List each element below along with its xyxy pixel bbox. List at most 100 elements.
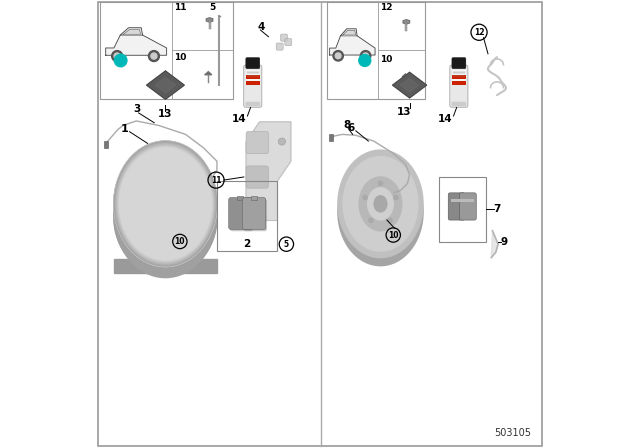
Polygon shape <box>340 29 357 36</box>
Circle shape <box>193 246 195 248</box>
Ellipse shape <box>151 186 180 221</box>
Text: 12: 12 <box>474 28 484 37</box>
Circle shape <box>363 53 369 59</box>
Circle shape <box>120 191 122 193</box>
Circle shape <box>174 151 176 152</box>
Circle shape <box>192 161 194 163</box>
Circle shape <box>130 237 132 238</box>
Ellipse shape <box>120 149 211 259</box>
Text: 13: 13 <box>158 109 173 119</box>
Circle shape <box>125 226 127 228</box>
Polygon shape <box>392 72 427 98</box>
Circle shape <box>120 203 122 205</box>
Circle shape <box>200 237 202 239</box>
Circle shape <box>176 223 179 226</box>
Circle shape <box>184 194 187 198</box>
Circle shape <box>205 227 207 229</box>
Circle shape <box>114 53 120 59</box>
Ellipse shape <box>114 141 217 267</box>
Circle shape <box>163 176 168 181</box>
Text: 11: 11 <box>211 176 221 185</box>
Circle shape <box>204 226 206 228</box>
Bar <box>462 199 474 202</box>
Ellipse shape <box>149 184 182 224</box>
Circle shape <box>129 168 131 170</box>
FancyBboxPatch shape <box>452 102 466 106</box>
Circle shape <box>184 153 186 155</box>
Text: 14: 14 <box>232 114 246 124</box>
Text: 9: 9 <box>500 237 508 247</box>
Circle shape <box>122 191 123 193</box>
Circle shape <box>129 237 131 239</box>
Text: 7: 7 <box>493 204 500 215</box>
Circle shape <box>175 221 180 227</box>
FancyBboxPatch shape <box>450 65 468 107</box>
Circle shape <box>359 55 371 66</box>
Circle shape <box>199 237 201 238</box>
Ellipse shape <box>343 156 418 251</box>
Circle shape <box>151 53 157 59</box>
Text: 2: 2 <box>244 239 251 249</box>
Bar <box>207 74 209 83</box>
Bar <box>246 81 260 85</box>
Bar <box>452 81 466 85</box>
Circle shape <box>184 154 186 156</box>
Ellipse shape <box>116 144 214 263</box>
Polygon shape <box>120 28 143 35</box>
FancyBboxPatch shape <box>246 57 260 69</box>
Circle shape <box>192 245 194 247</box>
Ellipse shape <box>359 177 402 231</box>
Circle shape <box>144 194 147 198</box>
Polygon shape <box>403 20 410 24</box>
Circle shape <box>164 149 166 151</box>
Text: 11: 11 <box>174 3 187 12</box>
Circle shape <box>200 168 202 170</box>
FancyBboxPatch shape <box>246 131 269 154</box>
Polygon shape <box>206 18 212 22</box>
Circle shape <box>193 160 195 162</box>
Circle shape <box>120 215 122 217</box>
Text: 13: 13 <box>397 107 412 117</box>
Circle shape <box>174 255 176 257</box>
Text: 14: 14 <box>438 114 452 124</box>
Polygon shape <box>124 30 141 34</box>
Circle shape <box>155 151 157 152</box>
Circle shape <box>333 51 343 61</box>
Circle shape <box>175 149 177 151</box>
Circle shape <box>145 153 147 155</box>
Circle shape <box>164 258 166 260</box>
Ellipse shape <box>338 158 423 266</box>
Circle shape <box>154 149 156 151</box>
Circle shape <box>182 194 188 199</box>
Ellipse shape <box>114 141 217 267</box>
FancyBboxPatch shape <box>244 65 262 107</box>
Circle shape <box>394 195 398 200</box>
Bar <box>329 134 333 141</box>
Circle shape <box>145 194 150 199</box>
Circle shape <box>208 215 209 217</box>
Text: 12: 12 <box>380 3 393 12</box>
Polygon shape <box>155 78 176 93</box>
Ellipse shape <box>139 171 192 237</box>
Circle shape <box>136 160 138 162</box>
Bar <box>451 199 462 202</box>
Circle shape <box>208 191 209 193</box>
Circle shape <box>119 203 121 205</box>
Ellipse shape <box>156 193 175 215</box>
Text: 8: 8 <box>343 121 351 130</box>
Circle shape <box>150 221 156 227</box>
Ellipse shape <box>157 194 173 213</box>
Ellipse shape <box>115 143 216 265</box>
Circle shape <box>145 251 147 254</box>
Polygon shape <box>246 122 291 220</box>
Text: 5: 5 <box>284 240 289 249</box>
Text: 6: 6 <box>348 123 355 133</box>
FancyBboxPatch shape <box>228 198 252 229</box>
FancyBboxPatch shape <box>460 193 476 220</box>
Circle shape <box>175 257 177 258</box>
Circle shape <box>210 203 212 205</box>
Ellipse shape <box>115 142 216 265</box>
Bar <box>100 2 233 99</box>
Circle shape <box>205 179 207 181</box>
Bar <box>209 20 211 29</box>
